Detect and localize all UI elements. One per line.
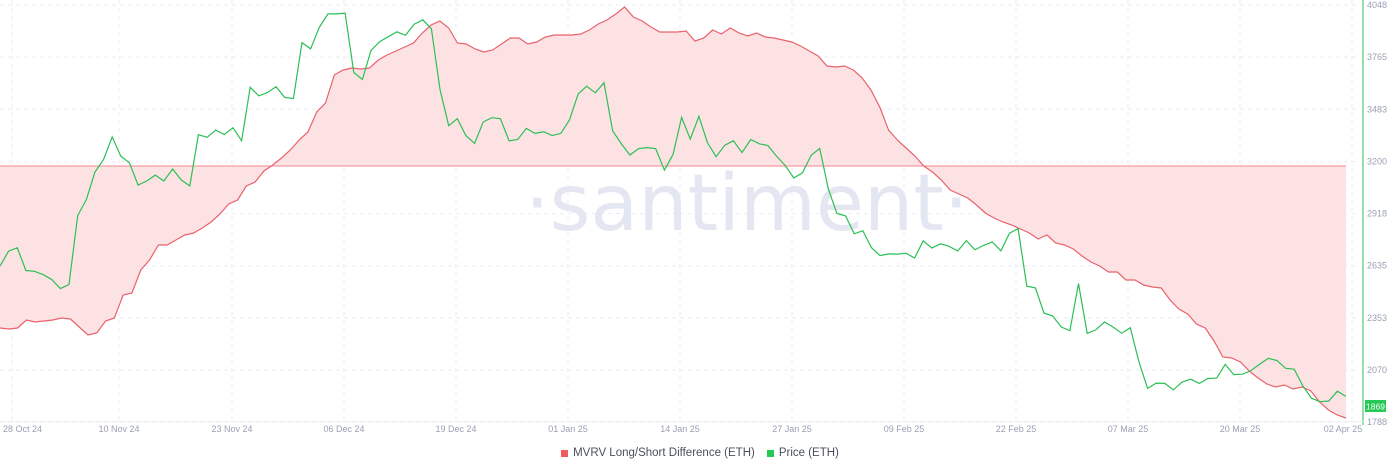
svg-text:3200: 3200 bbox=[1367, 156, 1387, 166]
svg-text:2635: 2635 bbox=[1367, 261, 1387, 271]
svg-text:07 Mar 25: 07 Mar 25 bbox=[1108, 424, 1149, 434]
svg-text:1788: 1788 bbox=[1367, 417, 1387, 427]
svg-text:2070: 2070 bbox=[1367, 365, 1387, 375]
svg-text:10 Nov 24: 10 Nov 24 bbox=[98, 424, 139, 434]
y-axis-ticks: 4048 3765 3483 3200 2918 2635 2353 2070 1788 bbox=[1367, 0, 1387, 427]
legend-swatch-mvrv bbox=[561, 449, 569, 457]
svg-text:06 Dec 24: 06 Dec 24 bbox=[323, 424, 364, 434]
legend-label-price: Price (ETH) bbox=[778, 447, 839, 459]
legend-item-price[interactable]: Price (ETH) bbox=[766, 447, 839, 459]
mvrv-area-fill bbox=[0, 7, 1346, 418]
svg-text:19 Dec 24: 19 Dec 24 bbox=[435, 424, 476, 434]
svg-text:23 Nov 24: 23 Nov 24 bbox=[211, 424, 252, 434]
legend-item-mvrv[interactable]: MVRV Long/Short Difference (ETH) bbox=[561, 447, 755, 459]
current-price-badge: 1869 bbox=[1365, 400, 1386, 412]
svg-text:28 Oct 24: 28 Oct 24 bbox=[3, 424, 42, 434]
svg-text:20 Mar 25: 20 Mar 25 bbox=[1220, 424, 1261, 434]
svg-text:2353: 2353 bbox=[1367, 313, 1387, 323]
svg-text:3765: 3765 bbox=[1367, 52, 1387, 62]
svg-text:4048: 4048 bbox=[1367, 0, 1387, 10]
svg-text:1869: 1869 bbox=[1366, 402, 1385, 412]
santiment-watermark: ·santiment· bbox=[525, 159, 969, 249]
svg-text:3483: 3483 bbox=[1367, 104, 1387, 114]
svg-text:02 Apr 25: 02 Apr 25 bbox=[1324, 424, 1363, 434]
svg-text:01 Jan 25: 01 Jan 25 bbox=[548, 424, 588, 434]
svg-text:09 Feb 25: 09 Feb 25 bbox=[884, 424, 925, 434]
chart-legend: MVRV Long/Short Difference (ETH) Price (… bbox=[0, 447, 1400, 459]
mvrv-line[interactable] bbox=[0, 6, 1347, 419]
legend-swatch-price bbox=[766, 449, 774, 457]
x-axis-ticks: 28 Oct 24 10 Nov 24 23 Nov 24 06 Dec 24 19 D… bbox=[3, 424, 1362, 434]
price-line[interactable] bbox=[0, 12, 1347, 403]
svg-text:2918: 2918 bbox=[1367, 209, 1387, 219]
legend-label-mvrv: MVRV Long/Short Difference (ETH) bbox=[573, 447, 755, 459]
svg-text:27 Jan 25: 27 Jan 25 bbox=[772, 424, 812, 434]
svg-text:22 Feb 25: 22 Feb 25 bbox=[996, 424, 1037, 434]
svg-text:14 Jan 25: 14 Jan 25 bbox=[660, 424, 700, 434]
